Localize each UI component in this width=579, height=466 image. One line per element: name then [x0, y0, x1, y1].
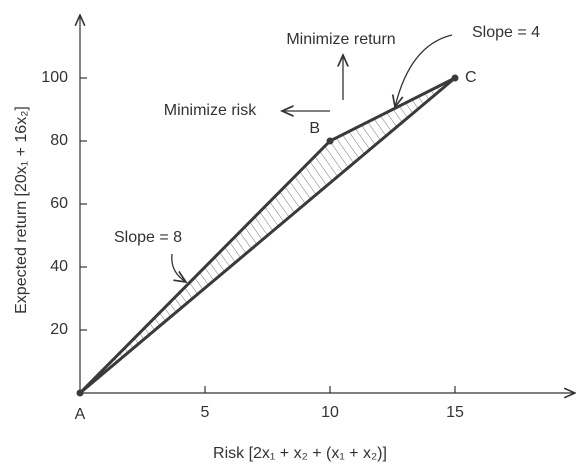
x-tick-label: 10	[321, 404, 339, 421]
point-label: C	[465, 69, 477, 86]
point-label: B	[309, 120, 320, 137]
x-tick-label: 5	[201, 404, 210, 421]
annotation: Slope = 4	[472, 24, 540, 41]
line	[79, 76, 456, 395]
annotation: Minimize risk	[164, 102, 257, 119]
annotation: Slope = 8	[114, 229, 182, 246]
y-tick-label: 80	[50, 132, 68, 149]
point	[451, 74, 459, 82]
y-tick-label: 100	[41, 69, 68, 86]
point	[326, 137, 334, 145]
y-tick-label: 40	[50, 258, 68, 275]
point	[76, 389, 84, 397]
arrow	[395, 34, 453, 107]
annotation: Minimize return	[286, 31, 395, 48]
y-tick-label: 60	[50, 195, 68, 212]
point-label: A	[75, 406, 86, 423]
arrow	[171, 253, 186, 282]
y-tick-label: 20	[50, 321, 68, 338]
y-axis-label: Expected return [20x₁ + 16x₂]	[13, 106, 30, 314]
x-tick-label: 15	[446, 404, 464, 421]
x-axis-label: Risk [2x₁ + x₂ + (x₁ + x₂)]	[213, 445, 387, 462]
